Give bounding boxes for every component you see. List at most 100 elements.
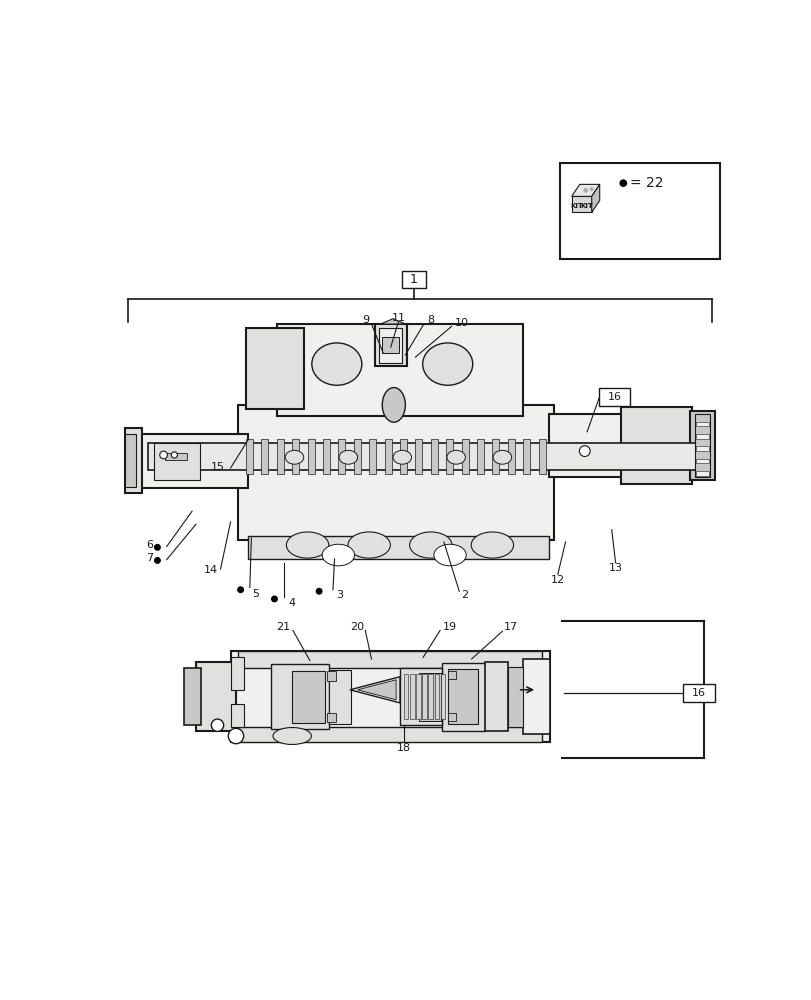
Ellipse shape [286,532,328,558]
Bar [428,674,432,719]
Bar [403,674,408,719]
Bar [327,671,336,681]
Bar [400,439,406,474]
Bar [560,163,719,259]
Bar [125,434,135,487]
Circle shape [589,187,593,191]
Bar [230,657,244,690]
Bar [682,684,714,702]
Text: 4: 4 [288,598,295,608]
Bar [382,337,399,353]
Polygon shape [350,677,400,703]
Bar [292,671,324,723]
Bar [696,446,708,451]
Bar [184,668,201,725]
Bar [277,439,283,474]
Bar [148,443,702,470]
Bar [135,434,247,488]
Text: = 22: = 22 [629,176,663,190]
Bar [230,704,244,727]
Circle shape [579,446,590,456]
Text: 13: 13 [607,563,622,573]
Circle shape [271,595,277,602]
Bar [696,459,708,463]
Bar [415,439,422,474]
Text: 14: 14 [203,565,217,575]
Bar [292,439,298,474]
Bar [400,668,442,725]
Bar [195,662,236,731]
Bar [507,439,514,474]
Text: 15: 15 [210,462,224,472]
Bar [422,674,427,719]
Bar [328,670,350,724]
Text: 17: 17 [504,622,517,632]
Bar [484,662,507,731]
Bar [238,405,553,540]
Bar [418,673,440,721]
Text: 16: 16 [691,688,705,698]
Bar [410,674,414,719]
Bar [230,651,550,742]
Bar [248,536,548,559]
Circle shape [582,188,587,193]
Ellipse shape [339,450,357,464]
Bar [694,414,710,477]
Bar [448,669,477,724]
Circle shape [315,588,322,595]
Bar [476,439,483,474]
Ellipse shape [348,532,390,558]
Bar [507,667,522,727]
Bar [238,727,542,742]
Bar [379,328,401,363]
Bar [689,411,714,480]
Text: 1: 1 [410,273,418,286]
Bar [384,439,391,474]
Bar [696,434,708,439]
Ellipse shape [423,343,472,385]
Bar [327,713,336,722]
Ellipse shape [393,450,411,464]
Bar [548,414,622,477]
Circle shape [228,728,243,744]
Bar [461,439,468,474]
Bar [448,713,456,721]
Bar [522,439,530,474]
Ellipse shape [433,544,466,566]
Circle shape [154,544,161,551]
Text: 5: 5 [252,589,259,599]
Text: KIT: KIT [580,203,593,209]
Circle shape [211,719,223,731]
Bar [261,439,268,474]
Polygon shape [380,319,405,324]
Text: 18: 18 [397,743,410,753]
Bar [307,439,314,474]
Bar [599,388,629,406]
Bar [696,422,708,426]
Bar [125,428,142,493]
Ellipse shape [446,450,465,464]
Ellipse shape [492,450,511,464]
Text: 10: 10 [454,318,468,328]
Bar [338,439,345,474]
Text: 8: 8 [427,315,434,325]
Bar [442,663,484,731]
Polygon shape [571,184,599,196]
Polygon shape [571,196,591,212]
Bar [369,439,375,474]
Text: 11: 11 [391,313,405,323]
Bar [696,471,708,476]
Bar [440,674,445,719]
Bar [416,674,420,719]
Bar [431,439,437,474]
Circle shape [237,586,244,593]
Text: 6: 6 [147,540,153,550]
Polygon shape [591,184,599,212]
Ellipse shape [409,532,452,558]
Bar [445,439,453,474]
Bar [374,324,406,366]
Ellipse shape [322,544,354,566]
Bar [238,651,542,668]
Bar [448,671,456,679]
Bar [246,328,303,409]
